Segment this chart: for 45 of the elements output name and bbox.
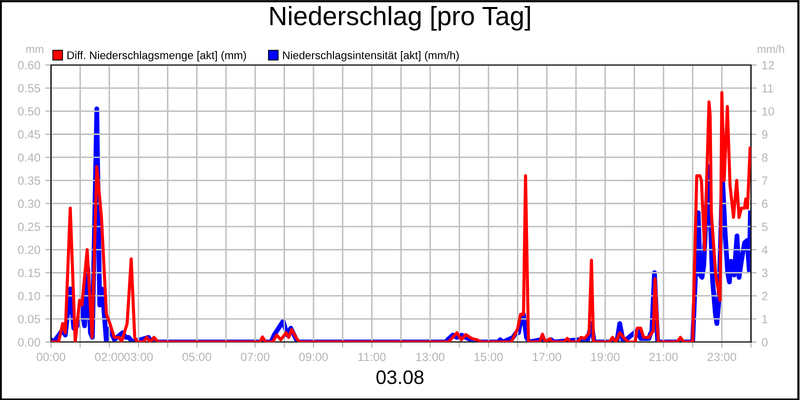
- y2-tick-label: 8: [762, 153, 768, 162]
- x-axis-title: 03.08: [376, 370, 424, 384]
- y-tick-label: 0.60: [18, 61, 40, 70]
- y2-tick-label: 7: [762, 176, 768, 185]
- chart-title: Niederschlag [pro Tag]: [270, 6, 530, 31]
- x-tick-label: 03:00: [124, 352, 153, 362]
- x-tick-label: 21:00: [649, 352, 678, 362]
- x-tick-label: 02:00: [95, 352, 124, 362]
- y2-tick-label: 5: [762, 222, 768, 231]
- y2-tick-label: 3: [762, 268, 768, 278]
- y-tick-label: 0.10: [18, 292, 40, 300]
- y2-tick-label: 11: [762, 84, 774, 92]
- y-tick-label: 0.25: [18, 222, 40, 231]
- y-tick-label: 0.55: [18, 84, 40, 92]
- y2-tick-label: 0: [762, 338, 768, 346]
- x-tick-label: 11:00: [358, 352, 386, 362]
- x-tick-label: 07:00: [240, 352, 270, 362]
- y2-tick-label: 9: [762, 130, 768, 139]
- legend-label: Diff. Niederschlagsmenge [akt] (mm): [67, 51, 246, 62]
- y2-axis-title: mm/h: [758, 44, 784, 53]
- x-tick-label: 23:00: [708, 352, 736, 362]
- y-tick-label: 0.50: [18, 107, 40, 116]
- legend-label: Niederschlagsintensität [akt] (mm/h): [283, 51, 459, 62]
- x-tick-label: 19:00: [591, 352, 620, 362]
- x-tick-label: 13:00: [416, 352, 444, 362]
- y2-tick-label: 4: [762, 246, 768, 254]
- x-tick-label: 05:00: [182, 352, 212, 362]
- x-tick-label: 17:00: [532, 352, 562, 362]
- y2-tick-label: 10: [762, 107, 774, 116]
- y-tick-label: 0.15: [18, 268, 40, 278]
- y-tick-label: 0.00: [18, 338, 40, 346]
- y-tick-label: 0.30: [18, 200, 40, 208]
- y-tick-label: 0.05: [18, 314, 40, 324]
- y-tick-label: 0.20: [18, 246, 40, 254]
- y-tick-label: 0.45: [18, 130, 40, 139]
- x-tick-label: 09:00: [299, 352, 328, 362]
- y2-tick-label: 2: [762, 292, 768, 300]
- y-tick-label: 0.35: [18, 176, 40, 185]
- y2-tick-label: 6: [762, 200, 768, 208]
- y-tick-label: 0.40: [18, 153, 40, 162]
- y2-tick-label: 1: [762, 315, 768, 324]
- x-tick-label: 00:00: [36, 352, 66, 362]
- y-axis-title: mm: [26, 46, 44, 53]
- x-tick-label: 15:00: [474, 352, 503, 362]
- y2-tick-label: 12: [762, 61, 774, 70]
